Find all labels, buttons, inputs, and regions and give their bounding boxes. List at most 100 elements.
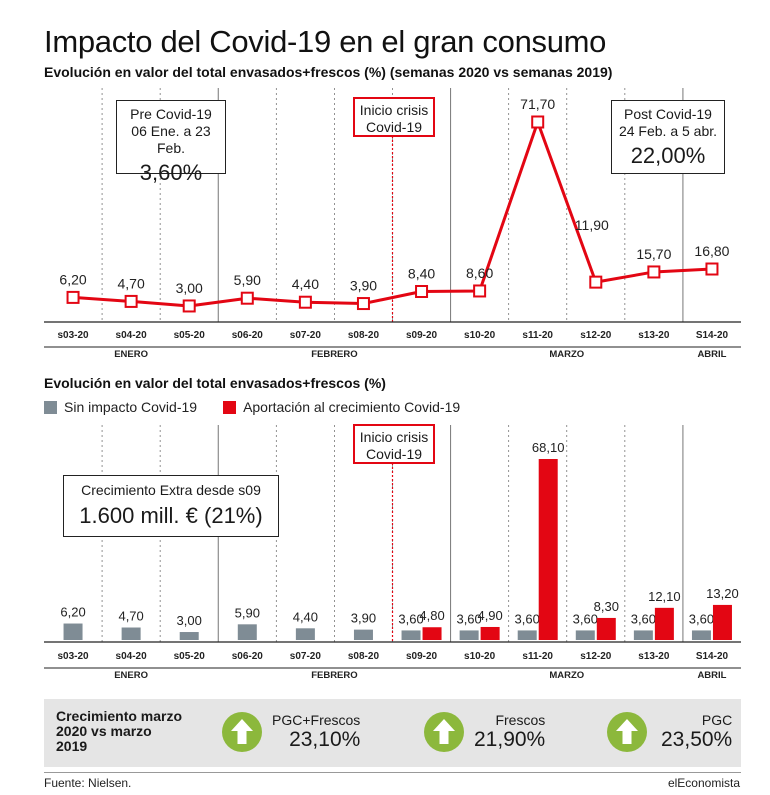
bar-gray-label: 3,60: [631, 611, 656, 626]
bar-chart: s03-20 s04-20 s05-20 s06-20 s07-20 s08-20 s09-…: [44, 425, 741, 681]
data-point: [182, 299, 196, 313]
bar-gray: [575, 630, 595, 640]
extra-growth-title: Crecimiento Extra desde s09: [81, 482, 261, 498]
bar-red: [712, 604, 732, 640]
data-label: 6,20: [59, 271, 86, 287]
summary-label: Crecimiento marzo 2020 vs marzo 2019: [56, 708, 183, 754]
month-label: FEBRERO: [311, 349, 357, 360]
x-tick-label: s11-20: [522, 651, 553, 662]
bar-gray: [63, 623, 83, 640]
bar-gray-label: 4,40: [293, 609, 318, 624]
x-tick-label: s04-20: [116, 330, 148, 341]
bar-red: [654, 607, 674, 640]
bar-red-label: 4,80: [419, 608, 444, 623]
bar-gray-label: 3,60: [573, 611, 598, 626]
bar-gray-label: 3,60: [689, 611, 714, 626]
legend-item-red: Aportación al crecimiento Covid-19: [223, 399, 460, 415]
data-point: [240, 291, 254, 305]
x-tick-label: s13-20: [638, 330, 670, 341]
bar-gray-label: 6,20: [60, 605, 85, 620]
x-tick-label: s07-20: [290, 330, 322, 341]
month-label: MARZO: [549, 670, 584, 681]
bar-red-label: 12,10: [648, 589, 681, 604]
data-label: 3,00: [176, 280, 203, 296]
x-tick-label: S14-20: [696, 330, 729, 341]
x-tick-label: s09-20: [406, 330, 438, 341]
x-tick-label: s08-20: [348, 330, 380, 341]
bar-gray: [353, 629, 373, 640]
kpi-name: PGC: [701, 712, 733, 728]
data-label: 8,40: [408, 266, 435, 282]
inicio-crisis-line2: Covid-19: [365, 119, 423, 135]
bar-gray: [179, 632, 199, 640]
legend-swatch-red: [223, 400, 237, 414]
x-tick-label: s11-20: [522, 330, 553, 341]
chart-subtitle-line: Evolución en valor del total envasados+f…: [44, 64, 613, 80]
legend-label-gray: Sin impacto Covid-19: [64, 399, 198, 415]
bar-gray-label: 4,70: [118, 609, 143, 624]
data-point: [705, 262, 719, 276]
month-label: FEBRERO: [311, 670, 357, 681]
bar-gray: [633, 630, 653, 640]
bar-gray-label: 3,60: [456, 611, 481, 626]
page-title: Impacto del Covid-19 en el gran consumo: [44, 24, 607, 59]
inicio-crisis-2-line1: Inicio crisis: [359, 429, 429, 445]
x-tick-label: s06-20: [232, 330, 264, 341]
bar-gray-label: 5,90: [235, 605, 260, 620]
bar-red: [596, 617, 616, 640]
x-tick-label: s09-20: [406, 651, 438, 662]
bar-gray: [517, 630, 537, 640]
x-tick-label: s12-20: [580, 330, 612, 341]
post-covid-value: 22,00%: [630, 143, 706, 168]
month-label: ABRIL: [697, 670, 726, 681]
bar-red-label: 8,30: [594, 599, 619, 614]
bar-gray: [401, 630, 421, 640]
data-point: [473, 284, 487, 298]
data-point: [124, 294, 138, 308]
month-label: ENERO: [114, 349, 148, 360]
inicio-crisis-2-line2: Covid-19: [365, 446, 423, 462]
bar-gray: [121, 627, 141, 640]
inicio-crisis-line1: Inicio crisis: [359, 102, 429, 118]
bar-gray: [295, 628, 315, 640]
data-point: [531, 115, 545, 129]
data-label: 71,70: [520, 96, 555, 112]
x-tick-label: S14-20: [696, 651, 729, 662]
month-label: MARZO: [549, 349, 584, 360]
summary-panel: Crecimiento marzo 2020 vs marzo 2019 PGC…: [44, 699, 741, 767]
bar-gray: [691, 630, 711, 640]
data-label: 16,80: [694, 243, 729, 259]
kpi-pgc-frescos: PGC+Frescos 23,10%: [222, 712, 360, 752]
kpi-name: Frescos: [495, 712, 546, 728]
legend-label-red: Aportación al crecimiento Covid-19: [243, 399, 461, 415]
bar-red: [538, 459, 558, 640]
data-label: 3,90: [350, 278, 377, 294]
bar-gray-label: 3,60: [398, 611, 423, 626]
inicio-crisis-box: Inicio crisis Covid-19: [353, 97, 435, 137]
extra-growth-box: Crecimiento Extra desde s09 1.600 mill. …: [63, 475, 279, 537]
bar-gray-label: 3,90: [351, 611, 376, 626]
kpi-value: 23,10%: [289, 728, 361, 751]
pre-covid-box: Pre Covid-19 06 Ene. a 23 Feb. 3,60%: [116, 100, 226, 185]
x-tick-label: s07-20: [290, 651, 322, 662]
extra-growth-value: 1.600 mill. € (21%): [79, 503, 263, 528]
x-tick-label: s05-20: [174, 651, 206, 662]
kpi-pgc: PGC 23,50%: [607, 712, 732, 752]
pre-covid-dates: 06 Ene. a 23 Feb.: [131, 123, 211, 156]
source-note: Fuente: Nielsen.: [44, 776, 132, 790]
data-point: [415, 285, 429, 299]
pre-covid-title: Pre Covid-19: [130, 106, 212, 122]
bar-gray: [459, 630, 479, 640]
x-tick-label: s04-20: [116, 651, 148, 662]
bar-red-label: 13,20: [706, 586, 739, 601]
x-tick-label: s03-20: [57, 330, 89, 341]
data-point: [647, 265, 661, 279]
data-label: 11,90: [575, 217, 609, 233]
post-covid-title: Post Covid-19: [624, 106, 712, 122]
x-tick-label: s10-20: [464, 651, 496, 662]
data-point: [589, 275, 603, 289]
bar-gray-label: 3,60: [515, 611, 540, 626]
x-tick-label: s08-20: [348, 651, 380, 662]
legend: Sin impacto Covid-19 Aportación al creci…: [44, 399, 486, 415]
x-tick-label: s12-20: [580, 651, 612, 662]
